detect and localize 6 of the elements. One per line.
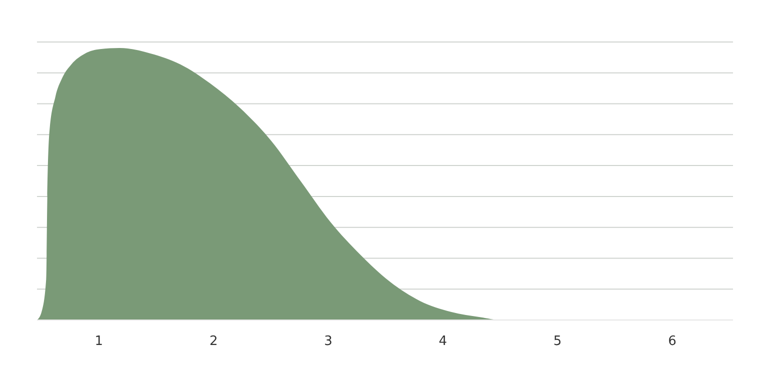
- x-tick-label: 5: [553, 334, 562, 350]
- x-tick-label: 4: [438, 334, 448, 350]
- x-tick-label: 6: [668, 334, 676, 350]
- x-tick-label: 3: [324, 334, 332, 350]
- x-tick-label: 1: [94, 334, 104, 350]
- x-tick-label: 2: [209, 334, 218, 350]
